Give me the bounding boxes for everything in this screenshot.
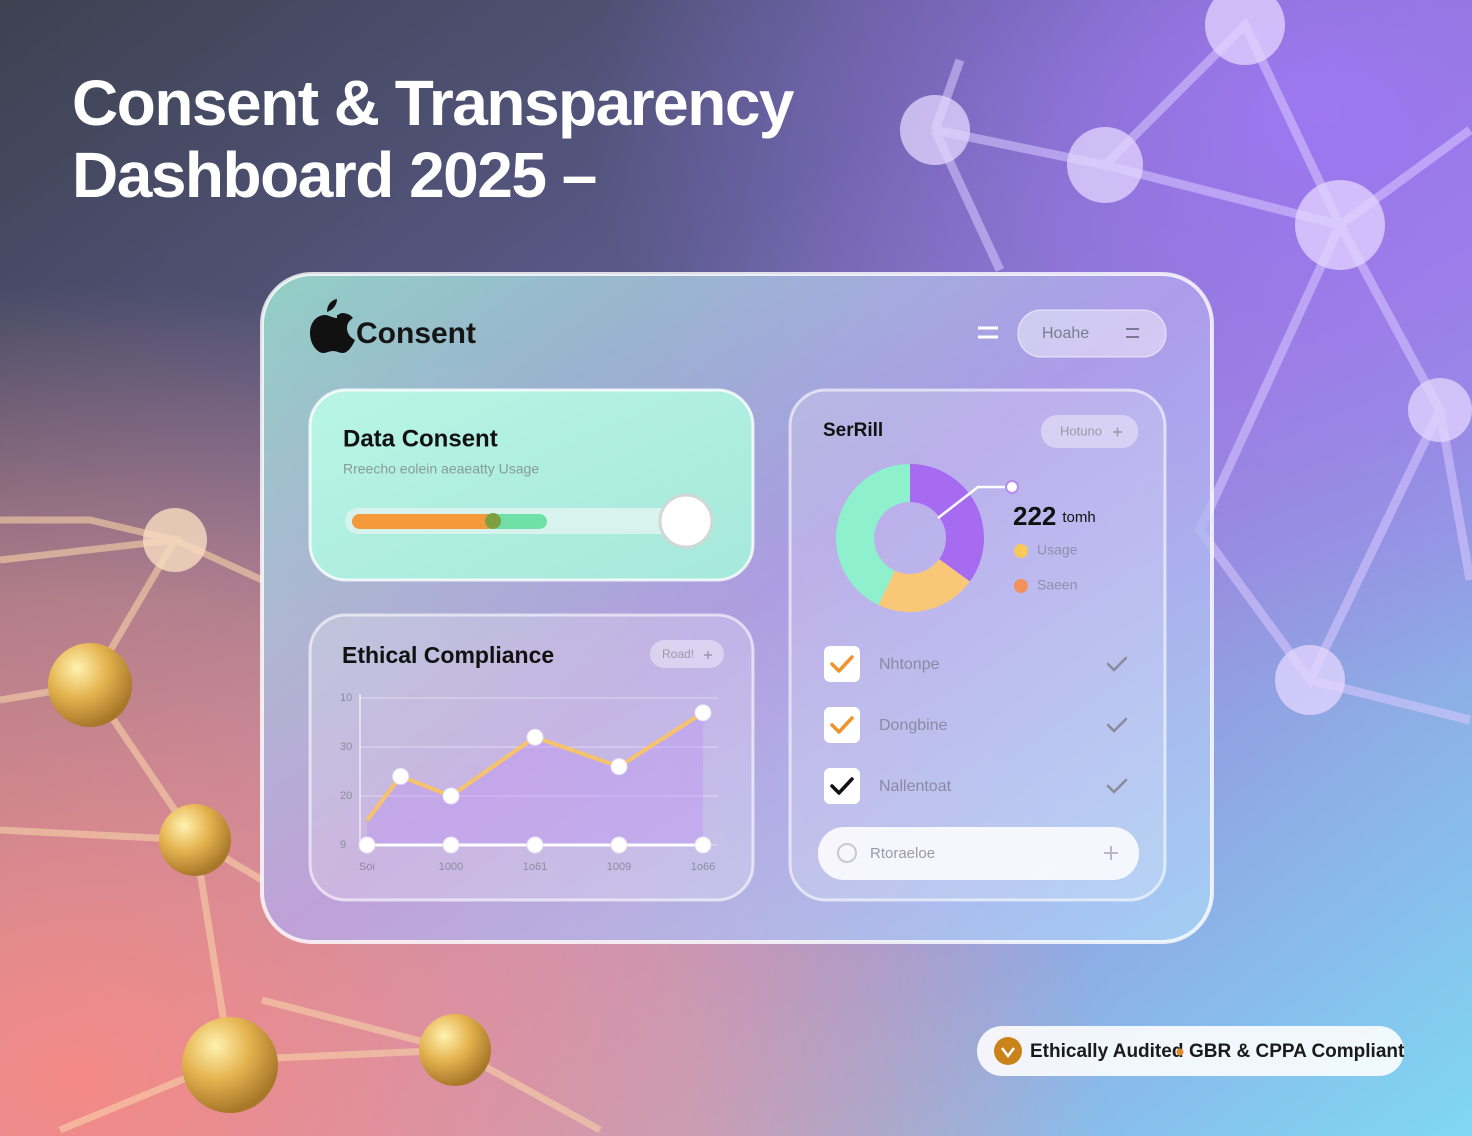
badge-separator <box>1176 1048 1184 1056</box>
data-point <box>358 836 376 854</box>
data-point <box>442 787 460 805</box>
y-tick-label: 30 <box>340 741 352 753</box>
data-point <box>442 836 460 854</box>
gold-node <box>48 643 132 727</box>
button-icon <box>1126 328 1139 338</box>
slider-knob[interactable] <box>658 493 714 549</box>
apple-logo <box>310 299 355 353</box>
checkbox-tick <box>830 655 854 673</box>
input-placeholder: Rtoraeloe <box>870 845 935 862</box>
compliance-badge <box>977 1026 1404 1076</box>
slider-point <box>485 513 501 529</box>
annotation-leader <box>937 485 1008 519</box>
card-button-label: Road! <box>662 647 694 661</box>
status-check <box>1106 778 1128 794</box>
header-button[interactable] <box>1017 309 1167 358</box>
line-chart: 9 20 30 10 Soi 1000 1o61 1009 1o66 <box>340 692 718 873</box>
x-tick-label: Soi <box>359 861 375 873</box>
annotation-unit: tomh <box>1062 509 1095 526</box>
data-point <box>610 758 628 776</box>
status-check <box>1106 717 1128 733</box>
card-button[interactable] <box>650 640 724 668</box>
app-name: Consent <box>356 317 476 350</box>
checklist-label: Dongbine <box>879 717 948 734</box>
annotation: 222 tomh <box>1013 501 1096 531</box>
y-tick-label: 10 <box>340 692 352 704</box>
x-tick-label: 1000 <box>439 861 463 873</box>
x-tick-label: 1o66 <box>691 861 715 873</box>
plus-icon <box>1104 846 1118 860</box>
status-check <box>1106 656 1128 672</box>
donut-chart: 222 tomh Usage Saeen <box>836 464 1096 612</box>
legend-swatch <box>1014 579 1028 593</box>
donut-segment <box>878 559 970 612</box>
badge-icon-check <box>1001 1047 1015 1059</box>
gold-node <box>419 1014 491 1086</box>
data-point <box>526 836 544 854</box>
plus-icon <box>1113 427 1122 437</box>
y-tick-label: 20 <box>340 790 352 802</box>
badge-text: GBR & CPPA Compliant <box>1189 1041 1405 1062</box>
data-point <box>392 767 410 785</box>
badge-icon <box>994 1037 1022 1065</box>
compliance-card <box>308 613 755 902</box>
gold-node <box>182 1017 278 1113</box>
page-title: Dashboard 2025 – <box>72 139 596 211</box>
legend-label: Saeen <box>1037 577 1077 593</box>
card-subtitle: Rreecho eolein aeaeatty Usage <box>343 461 539 477</box>
checkbox-tick <box>830 777 854 795</box>
slider-fill <box>352 514 494 529</box>
menu-icon[interactable] <box>978 326 998 339</box>
donut-segment <box>836 464 910 605</box>
card-title: Ethical Compliance <box>342 642 554 668</box>
annotation-value: 222 <box>1013 501 1056 531</box>
data-consent-card <box>308 388 755 582</box>
checkbox-tick <box>830 716 854 734</box>
plus-icon <box>704 651 712 659</box>
network-nodes <box>900 0 1472 715</box>
card-button[interactable] <box>1041 415 1138 448</box>
legend-swatch <box>1014 544 1028 558</box>
header-button-label: Hoahe <box>1042 325 1089 342</box>
card-title: Data Consent <box>343 425 498 452</box>
data-point <box>694 704 712 722</box>
input-icon <box>837 843 857 863</box>
text-input[interactable] <box>818 827 1139 880</box>
segments-card <box>788 388 1167 902</box>
x-tick-label: 1009 <box>607 861 631 873</box>
badge-text: Ethically Audited <box>1030 1041 1183 1062</box>
annotation-dot <box>1005 480 1019 494</box>
series-line <box>365 711 705 822</box>
gold-node <box>159 804 231 876</box>
network-node <box>143 508 207 572</box>
data-point <box>694 836 712 854</box>
checklist-label: Nhtonpe <box>879 656 940 673</box>
donut-segment <box>910 464 984 582</box>
checklist: Nhtonpe Dongbine Nallentoat <box>824 646 1128 804</box>
page-title: Consent & Transparency <box>72 67 795 139</box>
checklist-label: Nallentoat <box>879 778 952 795</box>
legend-label: Usage <box>1037 542 1078 558</box>
y-tick-label: 9 <box>340 839 346 851</box>
checkbox[interactable] <box>824 768 860 804</box>
data-point <box>610 836 628 854</box>
checkbox[interactable] <box>824 707 860 743</box>
checkbox[interactable] <box>824 646 860 682</box>
data-point <box>526 728 544 746</box>
card-title: SerRill <box>823 420 883 441</box>
card-button-label: Hotuno <box>1060 423 1102 438</box>
x-tick-label: 1o61 <box>523 861 547 873</box>
series-area <box>367 712 703 845</box>
